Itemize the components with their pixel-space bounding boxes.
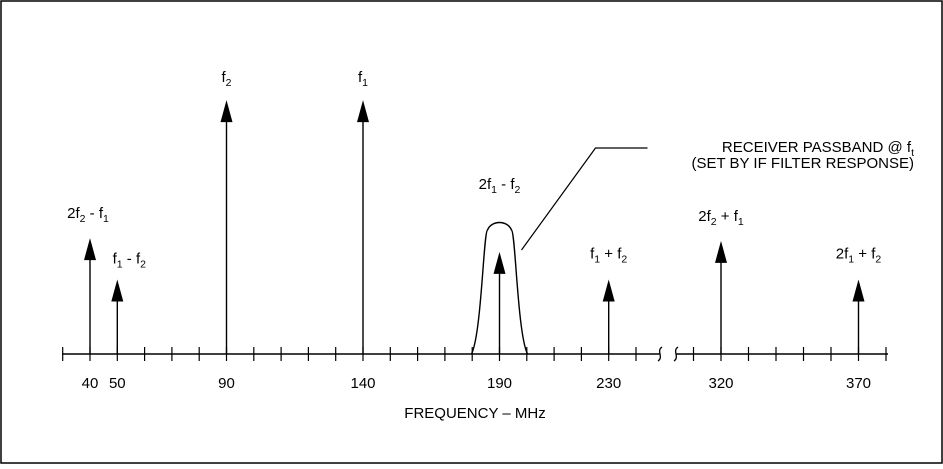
axis-tick-label: 370 bbox=[846, 375, 871, 392]
axis-break-mark bbox=[673, 346, 679, 362]
passband-leader-line bbox=[521, 147, 648, 251]
arrow-head bbox=[493, 251, 506, 274]
spectral-line-50: f1 - f2 bbox=[111, 250, 146, 354]
frequency-axis: 40 50 90 140 190 230 320 370 bbox=[62, 346, 888, 392]
spectral-line-320: 2f2 + f1 bbox=[698, 208, 744, 354]
spectral-line-label: 2f2 + f1 bbox=[698, 208, 744, 228]
spectral-line-90: f2 bbox=[220, 69, 233, 354]
spectral-line-label: f1 - f2 bbox=[113, 250, 147, 270]
axis-tick-label: 90 bbox=[218, 375, 235, 392]
axis-tick-label: 40 bbox=[82, 375, 99, 392]
axis-tick-label: 50 bbox=[109, 375, 126, 392]
arrow-head bbox=[852, 279, 865, 302]
spectral-lines: 2f2 - f1 f1 - f2 f2 f1 2f1 - f2 f1 + f2 2f2 + … bbox=[67, 69, 881, 354]
arrow-head bbox=[84, 238, 96, 261]
arrow-head bbox=[602, 279, 615, 302]
passband-curve bbox=[470, 221, 529, 355]
arrow-head bbox=[220, 100, 233, 123]
arrow-head bbox=[357, 100, 369, 123]
axis-break-mark bbox=[657, 346, 663, 362]
axis-tick-label: 140 bbox=[350, 375, 375, 392]
spectral-line-label: f1 + f2 bbox=[590, 245, 627, 265]
spectral-line-label: f1 bbox=[358, 69, 368, 89]
spectral-line-190: 2f1 - f2 bbox=[479, 176, 521, 354]
passband-annotation-line1: RECEIVER PASSBAND @ ft bbox=[722, 139, 914, 159]
spectral-line-40: 2f2 - f1 bbox=[67, 205, 109, 354]
spectral-line-230: f1 + f2 bbox=[590, 245, 627, 354]
arrow-head bbox=[715, 240, 727, 263]
spectral-line-label: f2 bbox=[221, 69, 231, 89]
spectral-line-140: f1 bbox=[357, 69, 369, 354]
spectral-line-label: 2f2 - f1 bbox=[67, 205, 109, 225]
arrow-head bbox=[111, 279, 124, 302]
axis-tick-label: 320 bbox=[708, 375, 733, 392]
axis-title: FREQUENCY – MHz bbox=[404, 405, 545, 422]
passband-annotation-line2: (SET BY IF FILTER RESPONSE) bbox=[691, 155, 914, 172]
axis-tick-label: 190 bbox=[487, 375, 512, 392]
spectral-line-label: 2f1 + f2 bbox=[836, 245, 882, 265]
spectral-line-label: 2f1 - f2 bbox=[479, 176, 521, 196]
receiver-passband: RECEIVER PASSBAND @ ft(SET BY IF FILTER … bbox=[470, 139, 914, 355]
axis-tick-label: 230 bbox=[596, 375, 621, 392]
spectral-line-370: 2f1 + f2 bbox=[836, 245, 882, 354]
